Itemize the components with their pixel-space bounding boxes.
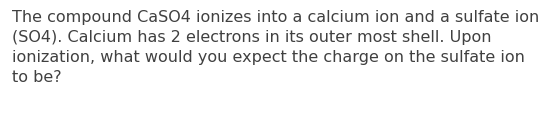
Text: The compound CaSO4 ionizes into a calcium ion and a sulfate ion
(SO4). Calcium h: The compound CaSO4 ionizes into a calciu…	[12, 10, 539, 85]
